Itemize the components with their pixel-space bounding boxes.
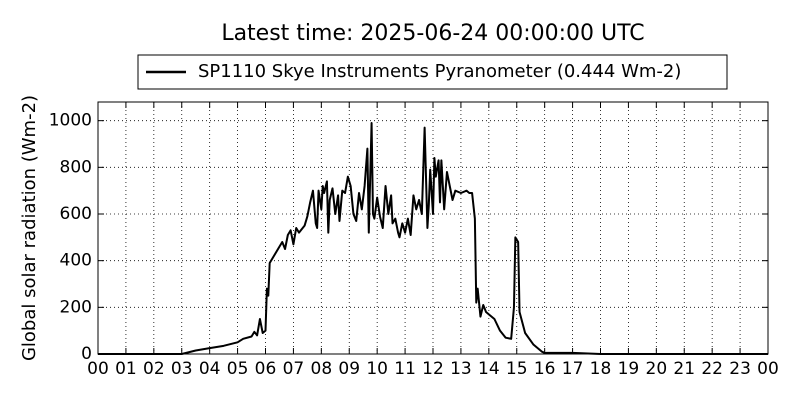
x-tick-label: 06 — [255, 359, 277, 379]
y-tick-label: 600 — [60, 204, 92, 224]
x-tick-label: 00 — [757, 359, 779, 379]
x-tick-label: 10 — [366, 359, 388, 379]
x-tick-label: 15 — [506, 359, 528, 379]
x-tick-label: 13 — [450, 359, 472, 379]
x-tick-label: 02 — [143, 359, 165, 379]
x-tick-label: 16 — [534, 359, 556, 379]
y-axis-label: Global solar radiation (Wm-2) — [19, 95, 40, 361]
y-tick-label: 800 — [60, 157, 92, 177]
x-tick-label: 20 — [646, 359, 668, 379]
x-tick-label: 00 — [87, 359, 109, 379]
x-tick-label: 12 — [422, 359, 444, 379]
x-tick-label: 23 — [729, 359, 751, 379]
plot-frame — [97, 101, 769, 355]
y-tick-label: 400 — [60, 251, 92, 271]
legend-label: SP1110 Skye Instruments Pyranometer (0.4… — [198, 61, 681, 82]
x-tick-label: 04 — [199, 359, 221, 379]
x-tick-label: 19 — [618, 359, 640, 379]
y-tick-label: 0 — [81, 344, 92, 364]
x-tick-label: 21 — [673, 359, 695, 379]
y-tick-label: 200 — [60, 297, 92, 317]
x-tick-label: 14 — [478, 359, 500, 379]
line — [98, 122, 768, 355]
chart-title: Latest time: 2025-06-24 00:00:00 UTC — [221, 21, 644, 46]
y-tick-label: 1000 — [49, 111, 92, 131]
x-tick-label: 07 — [283, 359, 305, 379]
x-tick-label: 11 — [394, 359, 416, 379]
x-tick-label: 18 — [590, 359, 612, 379]
x-tick-label: 22 — [701, 359, 723, 379]
x-tick-label: 08 — [311, 359, 333, 379]
x-tick-label: 17 — [562, 359, 584, 379]
x-tick-label: 09 — [338, 359, 360, 379]
x-tick-label: 01 — [115, 359, 137, 379]
x-tick-label: 05 — [227, 359, 249, 379]
x-tick-label: 03 — [171, 359, 193, 379]
legend-box — [137, 54, 728, 90]
